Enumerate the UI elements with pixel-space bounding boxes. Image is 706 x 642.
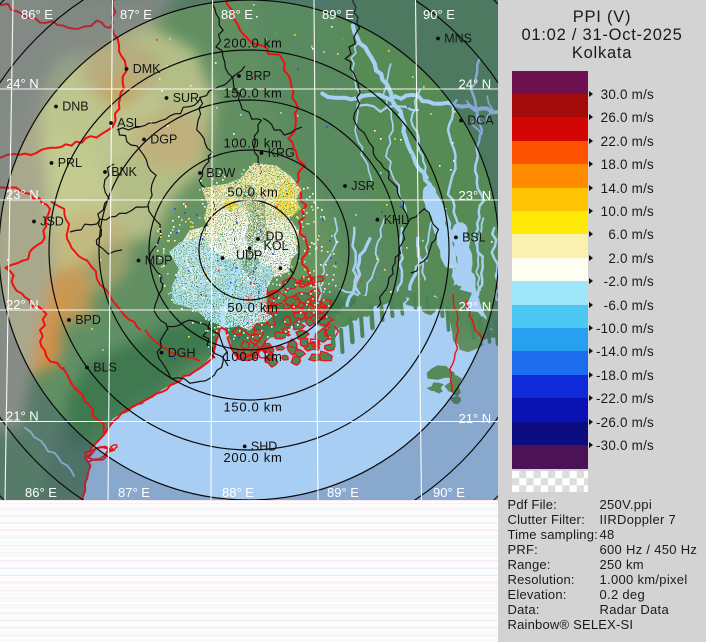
svg-text:JSD: JSD xyxy=(40,215,64,229)
svg-text:86° E: 86° E xyxy=(21,7,53,22)
svg-text:DMK: DMK xyxy=(133,62,161,76)
svg-text:BDW: BDW xyxy=(206,166,235,180)
svg-text:21° N: 21° N xyxy=(6,409,39,424)
svg-text:DGH: DGH xyxy=(168,346,196,360)
svg-text:23° N: 23° N xyxy=(6,187,39,202)
svg-text:200.0 km: 200.0 km xyxy=(223,36,282,51)
svg-text:DNB: DNB xyxy=(62,100,88,114)
svg-text:BLS: BLS xyxy=(93,361,117,375)
svg-text:50.0 km: 50.0 km xyxy=(227,300,278,315)
svg-text:24° N: 24° N xyxy=(6,76,39,91)
svg-text:100.0 km: 100.0 km xyxy=(223,136,282,151)
svg-text:BRP: BRP xyxy=(245,69,271,83)
svg-text:22° N: 22° N xyxy=(459,299,492,314)
svg-text:89° E: 89° E xyxy=(327,485,359,500)
svg-text:JSR: JSR xyxy=(351,179,375,193)
svg-text:SHD: SHD xyxy=(251,440,277,454)
svg-text:BNK: BNK xyxy=(111,165,137,179)
svg-text:150.0 km: 150.0 km xyxy=(223,400,282,415)
svg-text:50.0 km: 50.0 km xyxy=(227,185,278,200)
svg-text:87° E: 87° E xyxy=(118,485,150,500)
svg-text:86° E: 86° E xyxy=(25,485,57,500)
svg-text:ASL: ASL xyxy=(117,116,141,130)
svg-text:MDP: MDP xyxy=(145,254,173,268)
svg-text:DGP: DGP xyxy=(150,133,177,147)
svg-text:UDP: UDP xyxy=(236,249,262,263)
svg-text:KOL: KOL xyxy=(264,239,289,253)
svg-text:24° N: 24° N xyxy=(459,77,492,92)
svg-text:200.0 km: 200.0 km xyxy=(223,450,282,465)
svg-text:KHL: KHL xyxy=(384,213,408,227)
svg-text:87° E: 87° E xyxy=(120,7,152,22)
svg-text:PRL: PRL xyxy=(58,156,82,170)
svg-text:21° N: 21° N xyxy=(459,411,492,426)
svg-text:90° E: 90° E xyxy=(423,7,455,22)
svg-text:23° N: 23° N xyxy=(459,188,492,203)
svg-text:89° E: 89° E xyxy=(322,7,354,22)
svg-text:DD: DD xyxy=(266,230,284,244)
svg-text:BPD: BPD xyxy=(75,313,101,327)
svg-text:KRG: KRG xyxy=(268,146,295,160)
svg-text:DCA: DCA xyxy=(467,114,494,128)
svg-text:88° E: 88° E xyxy=(222,485,254,500)
svg-text:90° E: 90° E xyxy=(433,485,465,500)
svg-text:100.0 km: 100.0 km xyxy=(223,349,282,364)
svg-text:SUR: SUR xyxy=(173,91,199,105)
svg-text:88° E: 88° E xyxy=(221,7,253,22)
svg-text:150.0 km: 150.0 km xyxy=(223,86,282,101)
svg-text:22° N: 22° N xyxy=(6,297,39,312)
svg-text:MNS: MNS xyxy=(444,32,472,46)
svg-text:BSL: BSL xyxy=(462,231,486,245)
